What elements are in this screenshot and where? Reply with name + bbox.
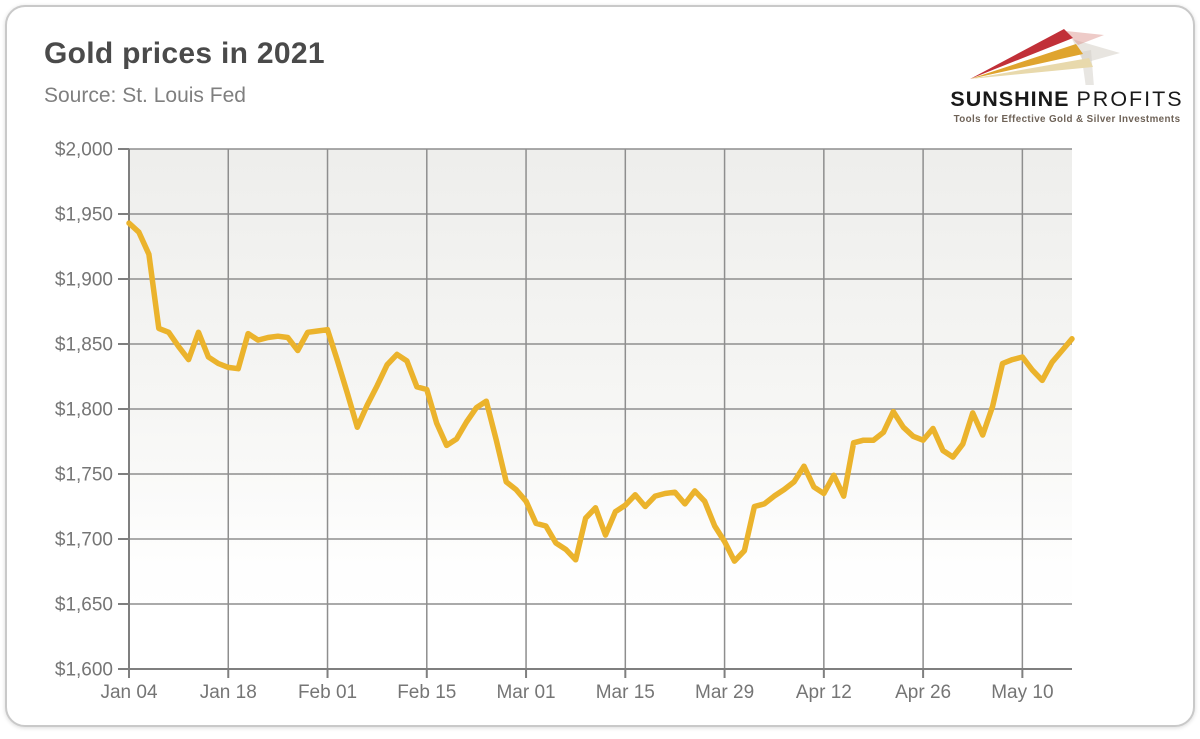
chart-card: Gold prices in 2021 Source: St. Louis Fe…: [5, 5, 1195, 727]
logo-name: SUNSHINE PROFITS: [942, 87, 1192, 112]
svg-text:Mar 29: Mar 29: [695, 682, 754, 703]
svg-text:$1,750: $1,750: [55, 465, 113, 486]
chart-header: Gold prices in 2021 Source: St. Louis Fe…: [44, 37, 325, 108]
svg-text:$1,700: $1,700: [55, 530, 113, 551]
svg-text:Feb 01: Feb 01: [298, 682, 357, 703]
svg-text:Apr 26: Apr 26: [895, 682, 951, 703]
svg-text:May 10: May 10: [991, 682, 1053, 703]
svg-text:$1,900: $1,900: [55, 270, 113, 291]
svg-text:$1,850: $1,850: [55, 335, 113, 356]
sunshine-profits-logo: SUNSHINE PROFITS Tools for Effective Gol…: [942, 15, 1192, 125]
svg-text:Feb 15: Feb 15: [397, 682, 456, 703]
svg-text:$1,800: $1,800: [55, 400, 113, 421]
logo-tagline: Tools for Effective Gold & Silver Invest…: [953, 114, 1181, 125]
svg-text:$1,600: $1,600: [55, 660, 113, 681]
page-title: Gold prices in 2021: [44, 37, 325, 70]
gold-price-line-chart: $1,600 $1,650 $1,700 $1,750 $1,800 $1,850 $1,9…: [55, 140, 1075, 703]
svg-text:$1,950: $1,950: [55, 205, 113, 226]
svg-text:$2,000: $2,000: [55, 140, 113, 161]
svg-text:Mar 01: Mar 01: [496, 682, 555, 703]
logo-name-profits: PROFITS: [1076, 87, 1184, 111]
svg-text:Jan 04: Jan 04: [100, 682, 157, 703]
svg-text:Jan 18: Jan 18: [200, 682, 257, 703]
svg-text:$1,650: $1,650: [55, 595, 113, 616]
source-label: Source: St. Louis Fed: [44, 84, 246, 107]
svg-text:Apr 12: Apr 12: [796, 682, 852, 703]
svg-text:Mar 15: Mar 15: [596, 682, 655, 703]
logo-arrows-icon: [970, 29, 1120, 85]
logo-name-sunshine: SUNSHINE: [950, 87, 1070, 111]
